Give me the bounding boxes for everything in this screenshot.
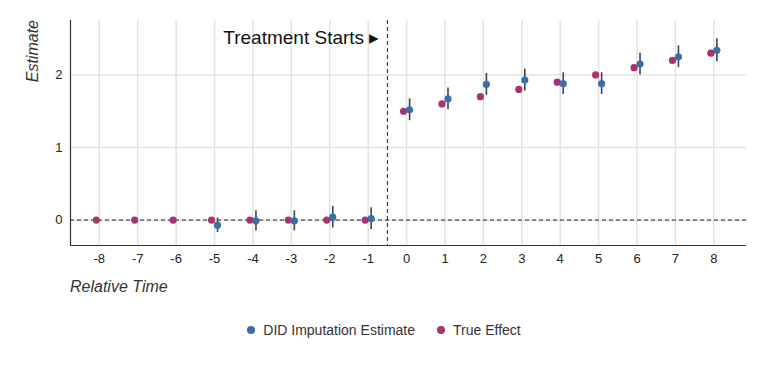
svg-text:1: 1 bbox=[55, 140, 62, 155]
svg-text:-6: -6 bbox=[170, 251, 182, 266]
svg-text:6: 6 bbox=[633, 251, 640, 266]
svg-text:8: 8 bbox=[710, 251, 717, 266]
svg-text:7: 7 bbox=[672, 251, 679, 266]
svg-text:-4: -4 bbox=[247, 251, 259, 266]
svg-text:2: 2 bbox=[55, 67, 62, 82]
svg-text:2: 2 bbox=[480, 251, 487, 266]
svg-text:0: 0 bbox=[403, 251, 410, 266]
svg-text:Estimate: Estimate bbox=[24, 20, 41, 82]
svg-text:1: 1 bbox=[441, 251, 448, 266]
html-text:True Effect: True Effect bbox=[453, 322, 521, 338]
html-text:DID Imputation Estimate: DID Imputation Estimate bbox=[263, 322, 415, 338]
svg-text:-7: -7 bbox=[132, 251, 144, 266]
svg-text:5: 5 bbox=[595, 251, 602, 266]
svg-text:Relative Time: Relative Time bbox=[70, 278, 168, 295]
svg-text:4: 4 bbox=[557, 251, 564, 266]
svg-text:-5: -5 bbox=[209, 251, 221, 266]
svg-text:3: 3 bbox=[518, 251, 525, 266]
svg-text:-8: -8 bbox=[94, 251, 106, 266]
svg-text:-3: -3 bbox=[286, 251, 298, 266]
svg-text:-1: -1 bbox=[362, 251, 374, 266]
svg-text:-2: -2 bbox=[324, 251, 336, 266]
svg-text:Treatment Starts ▸: Treatment Starts ▸ bbox=[223, 27, 379, 48]
svg-text:0: 0 bbox=[55, 212, 62, 227]
